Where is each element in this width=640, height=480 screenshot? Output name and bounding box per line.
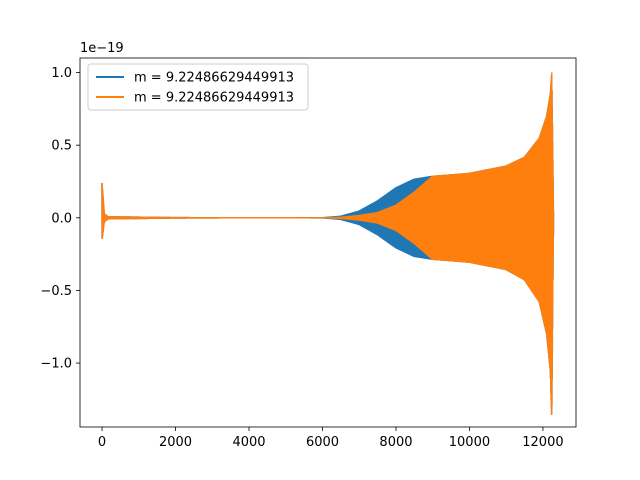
y-tick-label: −1.0 xyxy=(40,357,72,372)
y-tick-label: −0.5 xyxy=(40,284,72,299)
y-tick-label: 1.0 xyxy=(51,66,72,81)
legend-label-2: m = 9.22486629449913 xyxy=(134,91,294,106)
y-offset-label: 1e−19 xyxy=(80,41,124,56)
x-axis: 0 2000 4000 6000 8000 10000 12000 xyxy=(98,427,564,450)
x-tick-label: 4000 xyxy=(232,435,265,450)
series-line-2 xyxy=(101,72,555,415)
x-tick-label: 0 xyxy=(98,435,106,450)
y-tick-label: 0.5 xyxy=(51,139,72,154)
series-layer xyxy=(101,72,555,415)
legend-label-1: m = 9.22486629449913 xyxy=(134,71,294,86)
x-tick-label: 6000 xyxy=(306,435,339,450)
axes-frame xyxy=(79,57,577,428)
x-tick-label: 2000 xyxy=(159,435,192,450)
y-tick-label: 0.0 xyxy=(51,211,72,226)
x-tick-label: 10000 xyxy=(449,435,490,450)
x-tick-label: 12000 xyxy=(522,435,563,450)
x-tick-label: 8000 xyxy=(379,435,412,450)
y-axis: −1.0 −0.5 0.0 0.5 1.0 xyxy=(40,66,80,372)
legend-box xyxy=(87,63,309,111)
legend: m = 9.22486629449913 m = 9.22486629449913 xyxy=(87,63,309,111)
